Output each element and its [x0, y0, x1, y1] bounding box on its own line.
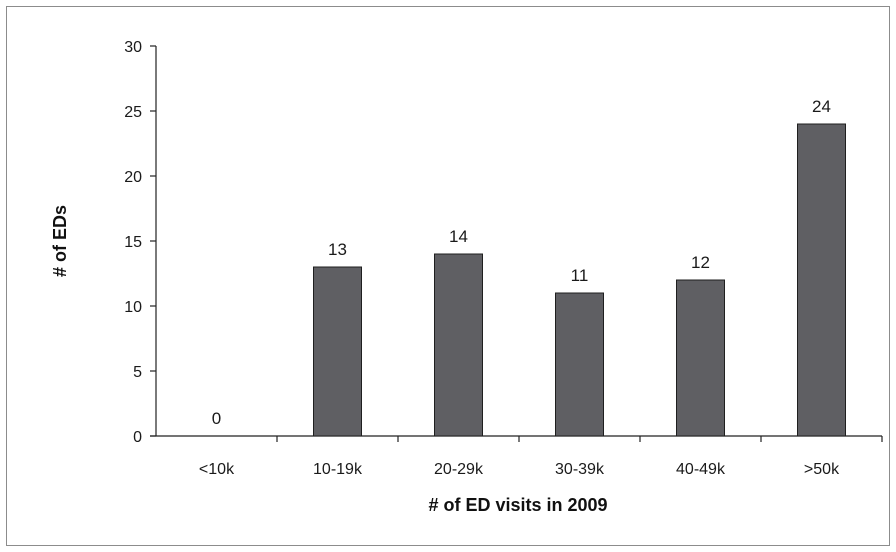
bar	[797, 123, 846, 437]
x-category-label: 30-39k	[555, 461, 605, 478]
y-tick-label: 30	[124, 39, 142, 56]
y-tick-label: 20	[124, 169, 142, 186]
bar	[555, 292, 604, 437]
x-category-label: >50k	[804, 461, 840, 478]
x-category-label: <10k	[199, 461, 235, 478]
data-labels-group: 0 13 14 11 12 24	[212, 97, 831, 428]
bar	[434, 253, 483, 437]
bars-group	[313, 123, 846, 437]
y-tick-label: 15	[124, 234, 142, 251]
bar	[313, 266, 362, 437]
x-category-label: 40-49k	[676, 461, 726, 478]
bar-value-label: 24	[812, 97, 831, 116]
bar	[676, 279, 725, 437]
bar-value-label: 14	[449, 227, 468, 246]
bar-value-label: 0	[212, 409, 221, 428]
chart-axes: 0 5 10 15 20 25 30 <10k 10-19k 20-29k 30-39k 40-49k…	[124, 39, 883, 478]
x-category-label: 10-19k	[313, 461, 363, 478]
y-tick-label: 25	[124, 104, 142, 121]
x-axis-title: # of ED visits in 2009	[428, 495, 607, 515]
y-axis-title: # of EDs	[50, 205, 70, 277]
y-tick-label: 0	[133, 429, 142, 446]
x-category-label: 20-29k	[434, 461, 484, 478]
bar-value-label: 12	[691, 253, 710, 272]
y-tick-label: 10	[124, 299, 142, 316]
bar-value-label: 13	[328, 240, 347, 259]
y-tick-label: 5	[133, 364, 142, 381]
bar-value-label: 11	[571, 266, 589, 285]
